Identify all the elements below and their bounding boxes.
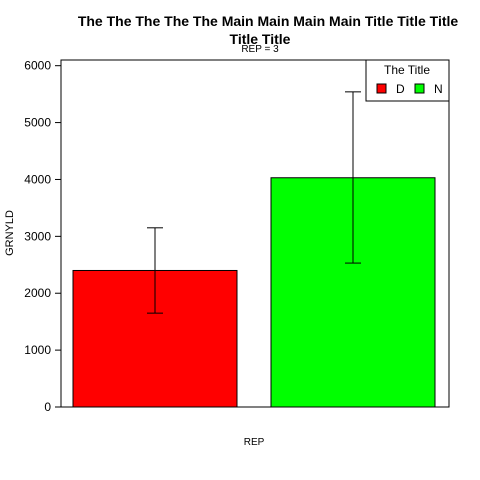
plot-frame [60, 59, 450, 408]
chart-title-line-2: Title Title [230, 31, 291, 47]
legend-label-n: N [434, 82, 443, 96]
y-tick-label: 1000 [24, 343, 51, 357]
y-tick-label: 0 [44, 400, 51, 414]
error-bar-n [345, 91, 361, 264]
y-tick-label: 4000 [24, 172, 51, 186]
y-tick-label: 5000 [24, 116, 51, 130]
chart-subtitle: REP = 3 [241, 44, 279, 55]
y-tick-label: 2000 [24, 286, 51, 300]
y-axis: 0 1000 2000 3000 4000 5000 6000 [24, 59, 61, 414]
y-tick-label: 6000 [24, 59, 51, 73]
x-axis-label: REP [244, 437, 265, 448]
bar-d [72, 269, 238, 408]
legend-title: The Title [384, 63, 430, 77]
legend-swatch-n [414, 83, 425, 94]
legend-box [365, 59, 450, 102]
plot-area [60, 59, 450, 408]
chart-title-line-1: The The The The The Main Main Main Main … [78, 13, 459, 29]
y-axis-label: GRNYLD [4, 210, 16, 256]
y-tick-label: 3000 [24, 229, 51, 243]
error-bar-d [147, 227, 163, 314]
legend: The Title D N [365, 59, 450, 102]
legend-label-d: D [396, 82, 405, 96]
legend-swatch-d [376, 83, 387, 94]
